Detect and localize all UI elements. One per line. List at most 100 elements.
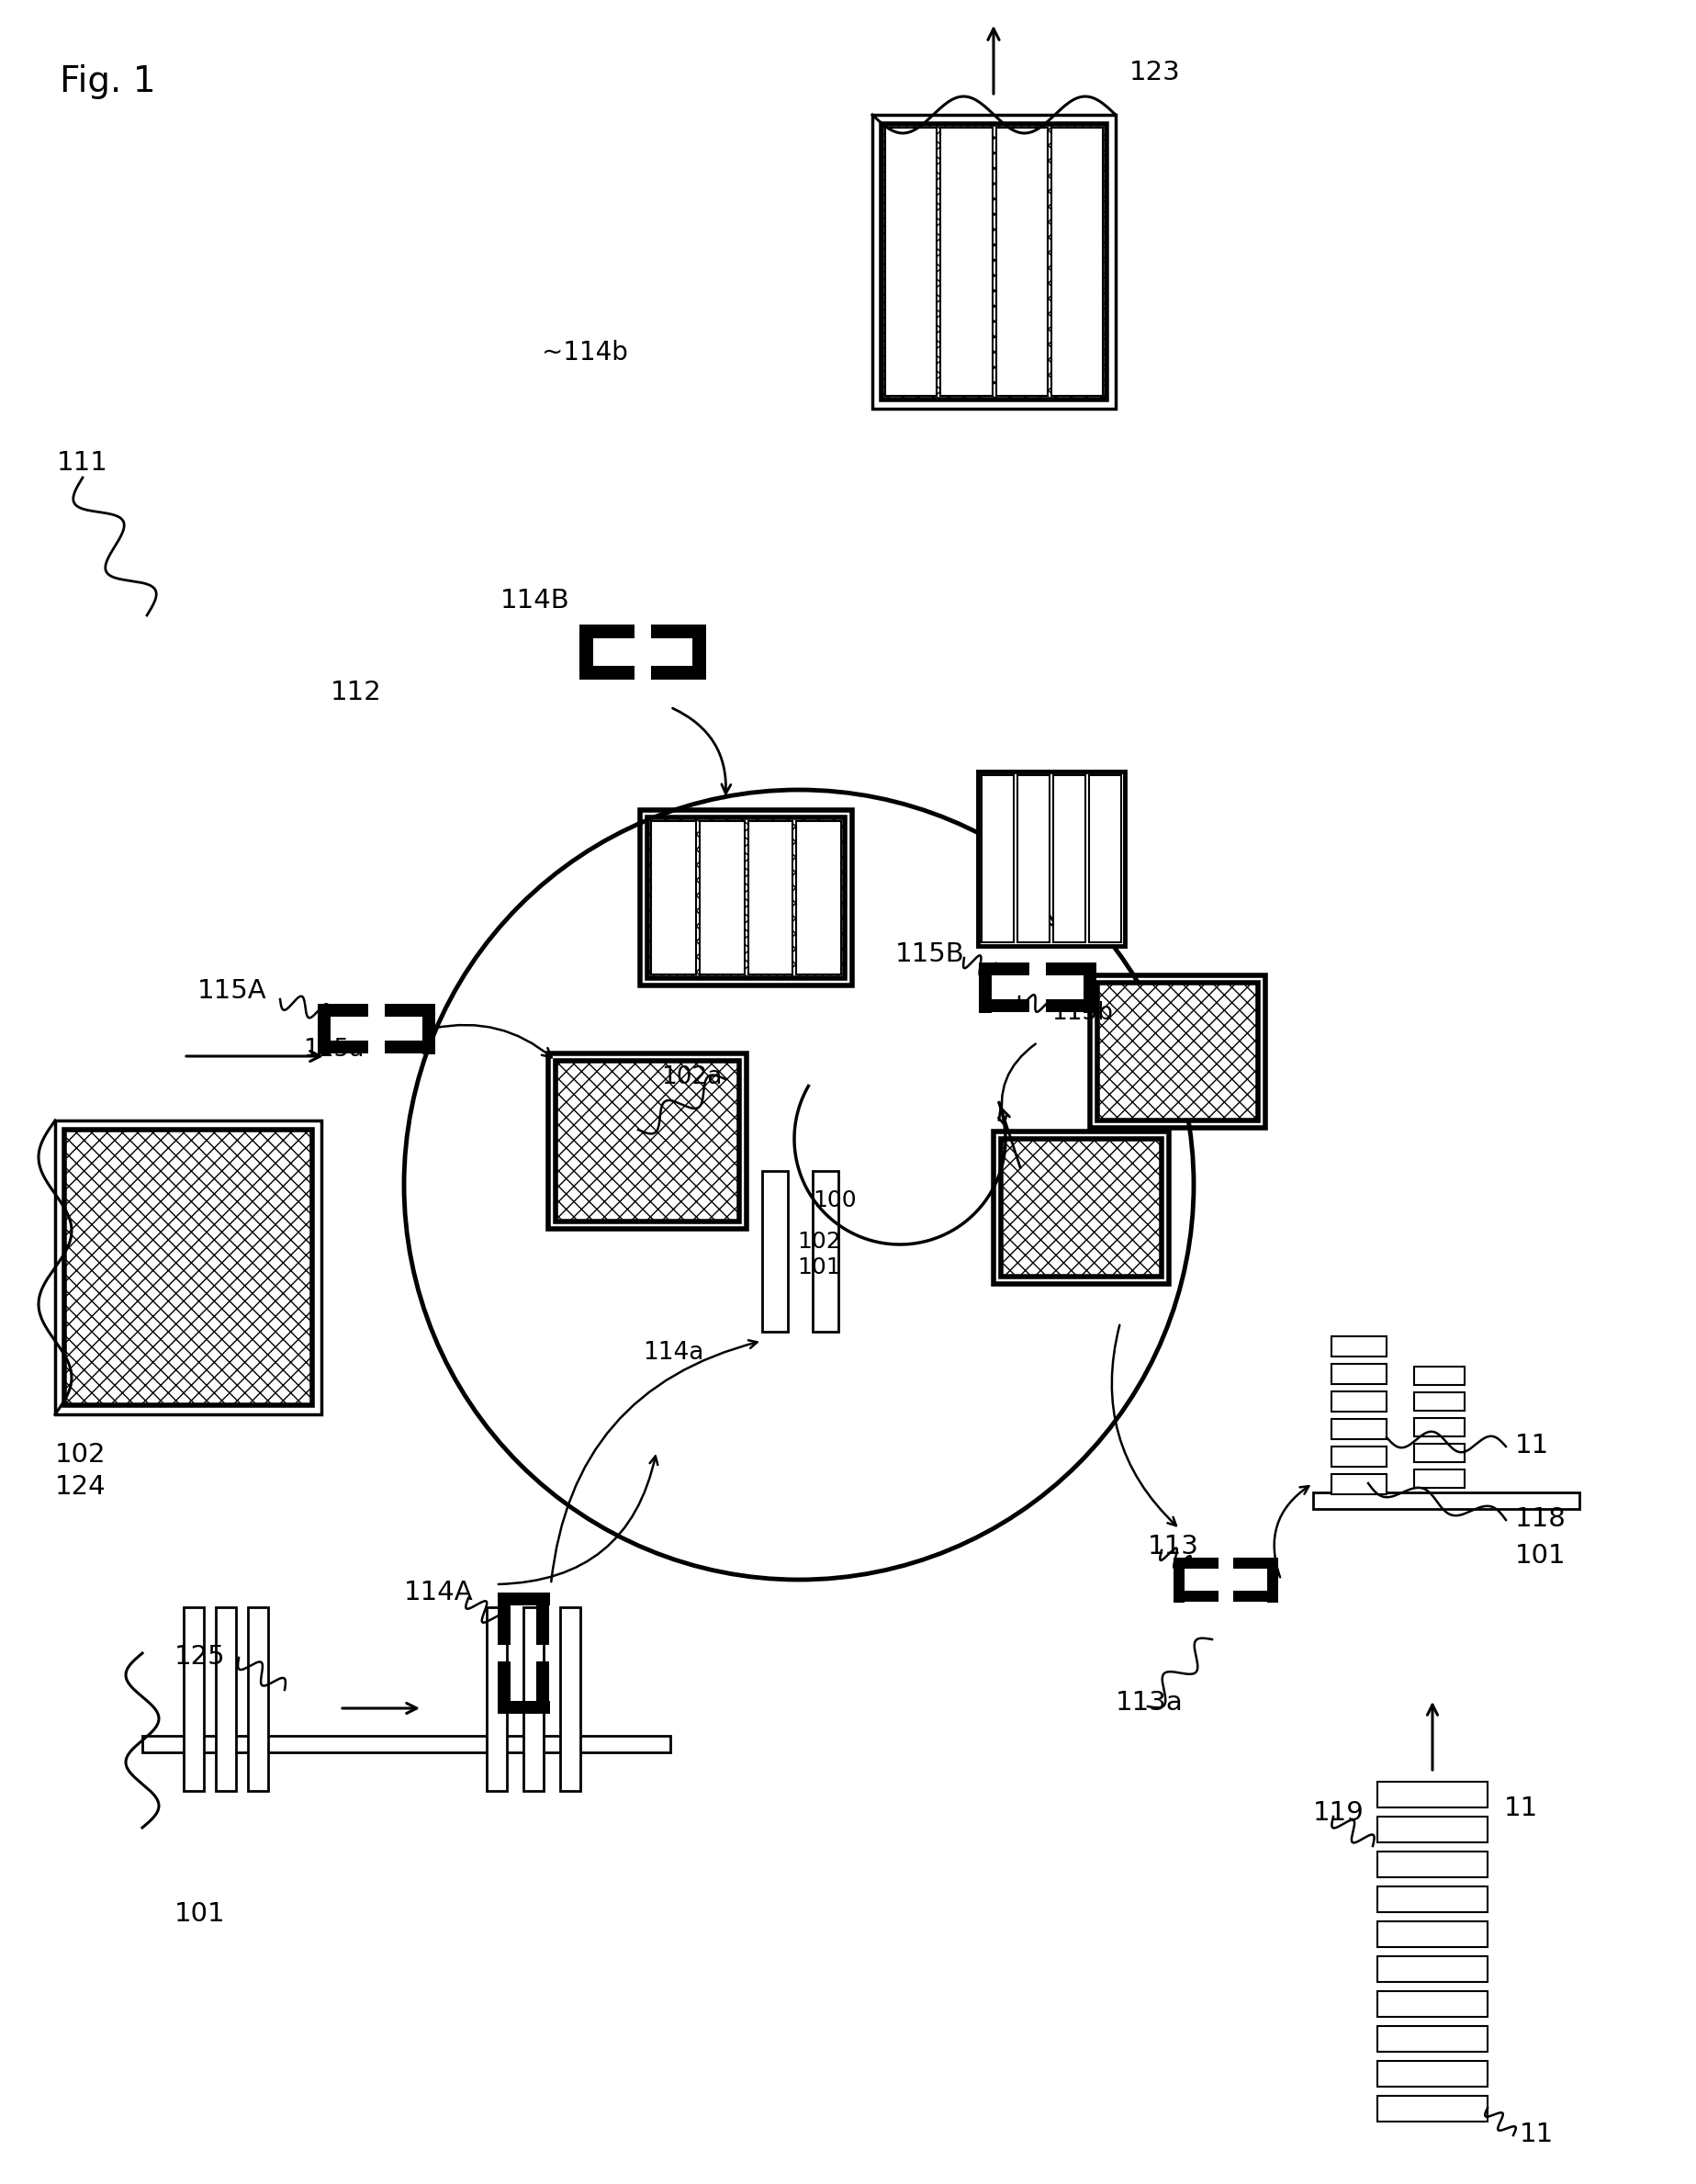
Text: Fig. 1: Fig. 1 xyxy=(59,63,156,98)
Bar xyxy=(1089,775,1121,941)
Bar xyxy=(979,963,1029,976)
Bar xyxy=(882,124,1106,400)
Bar xyxy=(183,1607,204,1791)
Bar xyxy=(872,116,1116,408)
Bar xyxy=(497,1592,550,1605)
Bar xyxy=(994,1131,1169,1284)
Bar xyxy=(1331,1391,1387,1411)
Bar xyxy=(648,817,845,978)
Text: ~114b: ~114b xyxy=(541,341,628,365)
Bar xyxy=(536,1662,550,1714)
Bar xyxy=(385,1040,436,1053)
Text: 119: 119 xyxy=(1313,1800,1364,1826)
Bar xyxy=(1331,1337,1387,1356)
Text: 101: 101 xyxy=(797,1256,841,1278)
Bar xyxy=(692,625,706,679)
Bar xyxy=(1377,1887,1487,1913)
Bar xyxy=(812,1171,838,1332)
Text: 11: 11 xyxy=(1515,1433,1550,1459)
Bar xyxy=(1001,1138,1162,1278)
Bar xyxy=(1313,1492,1579,1509)
Bar xyxy=(748,821,792,974)
Bar xyxy=(580,625,634,638)
Bar xyxy=(497,1662,510,1714)
Bar xyxy=(1414,1367,1465,1385)
Text: 11: 11 xyxy=(1504,1795,1538,1821)
Bar xyxy=(1414,1417,1465,1437)
Bar xyxy=(1377,1922,1487,1948)
Bar xyxy=(1174,1557,1184,1603)
Bar xyxy=(215,1607,236,1791)
Bar xyxy=(580,625,594,679)
Text: 113a: 113a xyxy=(1116,1690,1184,1717)
Bar xyxy=(885,127,936,395)
Bar xyxy=(317,1005,331,1055)
Text: 112: 112 xyxy=(331,679,382,705)
Bar xyxy=(1377,1817,1487,1843)
Bar xyxy=(1052,127,1102,395)
Bar xyxy=(580,666,634,679)
Bar xyxy=(248,1607,268,1791)
Bar xyxy=(548,1053,746,1230)
Bar xyxy=(1414,1444,1465,1461)
Text: 115a: 115a xyxy=(304,1037,365,1061)
Text: 115A: 115A xyxy=(197,978,266,1005)
Text: 11: 11 xyxy=(1520,2121,1554,2147)
Bar xyxy=(651,666,706,679)
Bar xyxy=(1377,2027,1487,2051)
Text: 100: 100 xyxy=(812,1190,856,1212)
Bar xyxy=(996,127,1048,395)
Text: 111: 111 xyxy=(58,450,109,476)
Bar xyxy=(1414,1393,1465,1411)
Bar xyxy=(64,1129,312,1404)
Bar xyxy=(1331,1420,1387,1439)
Bar xyxy=(497,1592,510,1645)
Text: 102: 102 xyxy=(54,1441,107,1468)
Bar xyxy=(317,1040,368,1053)
Bar xyxy=(1377,1852,1487,1878)
Bar xyxy=(1377,1992,1487,2016)
Bar xyxy=(1097,983,1258,1120)
Bar xyxy=(560,1607,580,1791)
Bar xyxy=(651,821,695,974)
Bar xyxy=(317,1005,368,1018)
Text: 114A: 114A xyxy=(404,1579,473,1605)
Bar xyxy=(1174,1590,1218,1601)
Bar xyxy=(422,1005,436,1055)
Bar xyxy=(982,775,1014,941)
Text: 118: 118 xyxy=(1515,1507,1567,1531)
Bar xyxy=(1377,2062,1487,2086)
Bar xyxy=(1331,1474,1387,1494)
Bar xyxy=(1046,963,1096,976)
Text: 124: 124 xyxy=(54,1474,107,1500)
Text: 125: 125 xyxy=(175,1645,226,1671)
Text: 102: 102 xyxy=(797,1230,841,1254)
Bar xyxy=(556,1061,739,1221)
Bar xyxy=(1377,1957,1487,1981)
Bar xyxy=(979,963,992,1013)
Bar xyxy=(536,1592,550,1645)
Bar xyxy=(54,1120,321,1415)
Bar xyxy=(979,1000,1029,1011)
Bar xyxy=(1046,1000,1096,1011)
Bar xyxy=(797,821,841,974)
Text: 101: 101 xyxy=(175,1900,226,1926)
Bar xyxy=(1377,2097,1487,2121)
Bar xyxy=(1331,1363,1387,1385)
Bar xyxy=(1091,976,1265,1127)
Bar xyxy=(487,1607,507,1791)
Bar xyxy=(941,127,992,395)
Bar xyxy=(1018,775,1050,941)
Bar xyxy=(142,1736,670,1752)
Text: 113: 113 xyxy=(1148,1533,1199,1559)
Text: 123: 123 xyxy=(1130,59,1180,85)
Bar xyxy=(1233,1557,1279,1568)
Bar xyxy=(699,821,745,974)
Text: 101: 101 xyxy=(1515,1542,1565,1568)
Bar xyxy=(1414,1470,1465,1487)
Bar xyxy=(1331,1446,1387,1468)
Text: 114a: 114a xyxy=(643,1341,704,1365)
Bar xyxy=(639,810,851,985)
Bar xyxy=(1084,963,1096,1013)
Text: 102a: 102a xyxy=(661,1066,722,1090)
